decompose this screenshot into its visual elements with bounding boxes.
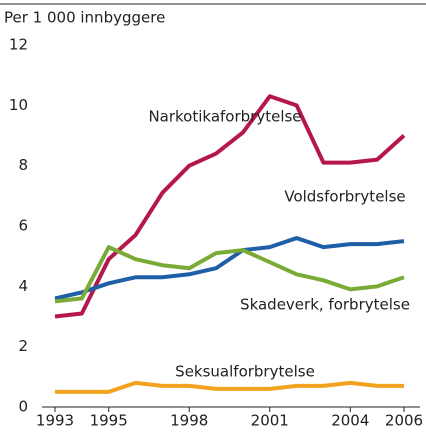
y-tick-label: 2 <box>18 337 28 355</box>
x-tick-label: 2004 <box>331 412 369 430</box>
y-tick-label: 8 <box>18 156 28 174</box>
series-line <box>54 236 405 301</box>
series-label: Narkotikaforbrytelse <box>148 108 301 126</box>
y-tick-label: 12 <box>9 36 28 54</box>
y-axis-label: Per 1 000 innbyggere <box>4 9 165 27</box>
series-label: Voldsforbrytelse <box>284 188 405 206</box>
x-tick-label: 1993 <box>36 412 74 430</box>
y-tick-label: 4 <box>18 277 28 295</box>
x-tick-label: 1995 <box>90 412 128 430</box>
series-line <box>54 245 405 304</box>
y-tick-label: 10 <box>9 96 28 114</box>
x-tick-label: 2006 <box>385 412 423 430</box>
series-label: Skadeverk, forbrytelse <box>240 296 410 314</box>
y-tick-label: 0 <box>18 398 28 416</box>
x-tick-label: 1998 <box>170 412 208 430</box>
series-line <box>55 380 404 394</box>
series-label: Seksualforbrytelse <box>175 363 315 381</box>
series-line <box>54 94 406 319</box>
x-tick-label: 2001 <box>251 412 289 430</box>
y-tick-label: 6 <box>18 217 28 235</box>
